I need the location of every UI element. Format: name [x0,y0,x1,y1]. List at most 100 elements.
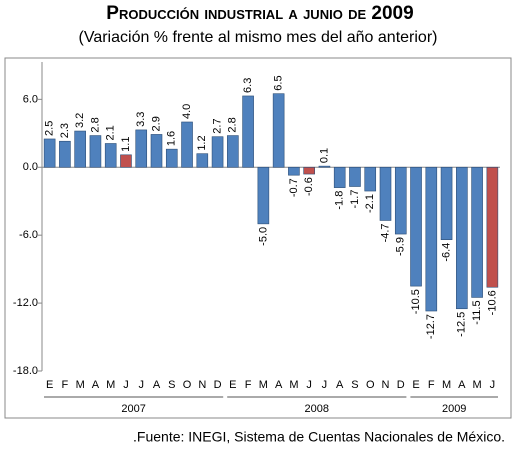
bar [242,95,254,168]
x-tick-label: F [428,379,435,391]
bar [425,166,438,312]
x-tick-label: M [259,379,268,391]
value-label: -1.8 [334,191,346,210]
x-tick-label: N [382,379,390,391]
chart-subtitle: (Variación % frente al mismo mes del año… [79,29,438,46]
value-label: -4.7 [379,223,391,242]
x-tick-label: J [138,379,144,391]
bar [74,130,86,168]
x-tick-label: A [92,379,100,391]
bar [181,121,193,168]
bar [379,166,392,221]
group-label: 2007 [121,403,145,415]
value-label: 3.2 [74,113,86,128]
x-tick-label: M [289,379,298,391]
bar [104,143,117,168]
x-tick-label: M [473,379,482,391]
x-tick-label: A [153,379,161,391]
bar [257,166,270,225]
bar [303,166,315,175]
bar [333,166,346,188]
bar [394,166,407,235]
bar [349,166,361,187]
bar [227,135,239,168]
bar [59,140,71,168]
value-label: -5.0 [257,227,269,246]
x-tick-label: E [229,379,236,391]
x-tick-label: J [123,379,129,391]
x-tick-label: F [62,379,69,391]
bar [196,153,209,168]
x-tick-label: A [458,379,466,391]
value-label: 2.9 [150,116,162,131]
bar [89,135,102,168]
x-tick-label: A [336,379,344,391]
bar [211,136,224,168]
x-tick-label: A [275,379,283,391]
y-tick-label: -6.0 [19,229,38,241]
x-tick-label: F [245,379,252,391]
value-label: -2.1 [364,194,376,213]
bar [43,138,56,168]
bar [120,154,132,168]
x-tick-label: D [214,379,222,391]
bar [135,129,148,168]
bar [440,166,453,241]
bar [471,166,483,298]
bar [288,166,300,176]
bar [364,166,377,192]
group-label: 2009 [442,403,466,415]
x-tick-label: S [168,379,175,391]
value-label: 2.7 [211,118,223,133]
x-tick-label: E [46,379,53,391]
y-tick-label: 6.0 [23,93,38,105]
x-tick-label: D [397,379,405,391]
value-label: -1.7 [349,190,361,209]
value-label: 1.2 [196,135,208,150]
value-label: 0.1 [318,148,330,163]
x-tick-label: J [490,379,496,391]
chart-frame [4,57,512,419]
bar [150,134,163,168]
value-label: -0.7 [288,178,300,197]
value-label: -0.6 [303,177,315,196]
x-tick-label: M [106,379,115,391]
y-tick-label: 0.0 [23,161,38,173]
value-label: 2.1 [105,125,117,140]
value-label: 4.0 [181,104,193,119]
value-label: -12.5 [456,312,468,337]
value-label: -11.5 [471,300,483,324]
value-label: 2.5 [44,121,56,136]
value-label: 3.3 [135,112,147,127]
y-tick-label: -12.0 [13,297,38,309]
source-note: .Fuente: INEGI, Sistema de Cuentas Nacio… [133,429,505,445]
y-tick-label: -18.0 [13,365,38,377]
value-label: 6.3 [242,78,254,93]
value-label: 1.6 [166,131,178,146]
value-label: 2.8 [227,117,239,132]
x-tick-label: J [306,379,312,391]
value-label: 2.3 [59,123,71,138]
value-label: -12.7 [425,314,437,339]
bar [165,148,178,168]
bar [410,166,422,287]
chart-title: Producción industrial a junio de 2009 [106,3,413,24]
x-tick-label: M [76,379,85,391]
bar [456,166,468,310]
x-tick-label: M [442,379,451,391]
value-label: -5.9 [395,237,407,256]
value-label: 2.8 [89,117,101,132]
value-label: 6.5 [273,75,285,90]
value-label: -10.6 [486,290,498,315]
x-tick-label: E [412,379,419,391]
x-tick-label: N [198,379,206,391]
value-label: -10.5 [410,289,422,314]
bar [318,165,331,168]
x-tick-label: S [351,379,358,391]
x-tick-label: O [183,379,192,391]
bar [272,93,285,168]
x-tick-label: O [366,379,375,391]
group-label: 2008 [305,403,329,415]
bar [486,166,499,288]
